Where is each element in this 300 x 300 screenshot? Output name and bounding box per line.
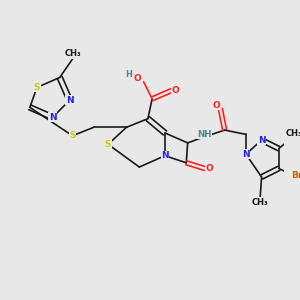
Text: N: N xyxy=(242,150,250,159)
Text: CH₃: CH₃ xyxy=(252,197,268,206)
Text: S: S xyxy=(69,131,76,140)
Text: S: S xyxy=(34,83,40,92)
Text: N: N xyxy=(49,113,56,122)
Text: N: N xyxy=(66,96,74,105)
Text: CH₃: CH₃ xyxy=(64,50,81,58)
Text: O: O xyxy=(212,101,220,110)
Text: NH: NH xyxy=(197,130,212,139)
Text: Br: Br xyxy=(291,171,300,180)
Text: O: O xyxy=(134,74,141,83)
Text: O: O xyxy=(205,164,213,173)
Text: N: N xyxy=(161,151,169,160)
Text: O: O xyxy=(172,86,179,95)
Text: S: S xyxy=(105,140,111,149)
Text: H: H xyxy=(125,70,132,79)
Text: CH₃: CH₃ xyxy=(286,129,300,138)
Text: N: N xyxy=(258,136,266,145)
